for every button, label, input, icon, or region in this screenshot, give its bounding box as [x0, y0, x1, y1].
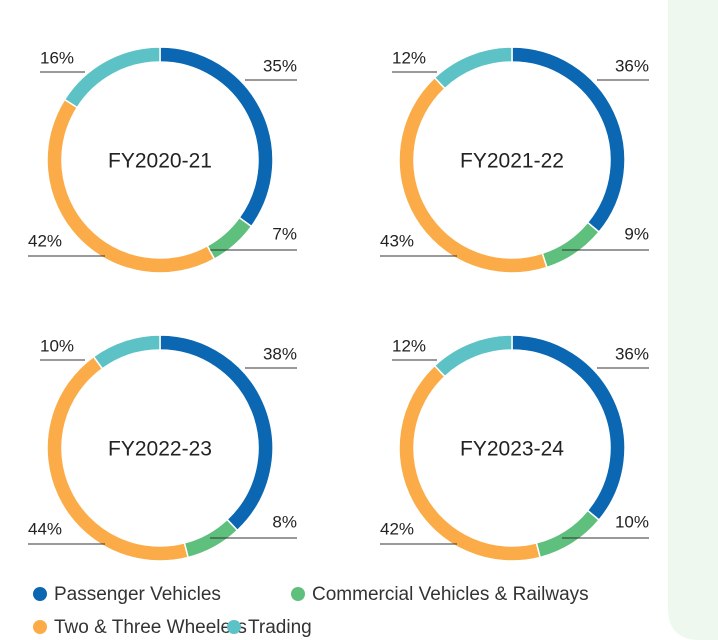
data-label: 42%	[380, 519, 414, 538]
legend-label: Trading	[248, 617, 312, 638]
legend-swatch	[33, 587, 47, 601]
legend-swatch	[33, 620, 47, 634]
data-label: 10%	[615, 512, 649, 531]
data-label: 44%	[28, 519, 62, 538]
donut-segment	[46, 98, 216, 274]
donut-segment	[63, 46, 161, 109]
donut-segment	[433, 46, 513, 90]
data-label: 16%	[40, 48, 74, 67]
data-label: 36%	[615, 344, 649, 363]
data-label: 38%	[263, 344, 297, 363]
data-label: 8%	[272, 512, 297, 531]
data-label: 35%	[263, 56, 297, 75]
donut-title: FY2023-24	[460, 438, 564, 461]
data-label: 12%	[392, 336, 426, 355]
data-label: 9%	[624, 224, 649, 243]
data-label: 42%	[28, 231, 62, 250]
donut-title: FY2021-22	[460, 150, 564, 173]
donut-segment	[511, 334, 626, 522]
donut-segment	[398, 364, 542, 562]
legend-label: Two & Three Wheelers	[54, 617, 247, 638]
donut-segment	[535, 509, 601, 559]
donut-segment	[159, 334, 274, 532]
legend-swatch	[227, 620, 241, 634]
donut-segment	[433, 334, 513, 378]
donut-title: FY2022-23	[108, 438, 212, 461]
donut-segment	[92, 334, 161, 370]
data-label: 43%	[380, 231, 414, 250]
legend-label: Commercial Vehicles & Railways	[312, 584, 589, 605]
data-label: 10%	[40, 336, 74, 355]
legend-label: Passenger Vehicles	[54, 584, 221, 605]
data-label: 7%	[272, 224, 297, 243]
side-panel	[668, 0, 718, 640]
donut-segment	[206, 216, 253, 261]
data-label: 36%	[615, 56, 649, 75]
donut-segment	[398, 76, 548, 274]
donut-segment	[511, 46, 626, 234]
data-label: 12%	[392, 48, 426, 67]
donut-segment	[541, 221, 601, 269]
legend-swatch	[291, 587, 305, 601]
donut-title: FY2020-21	[108, 150, 212, 173]
donut-segment	[159, 46, 274, 228]
